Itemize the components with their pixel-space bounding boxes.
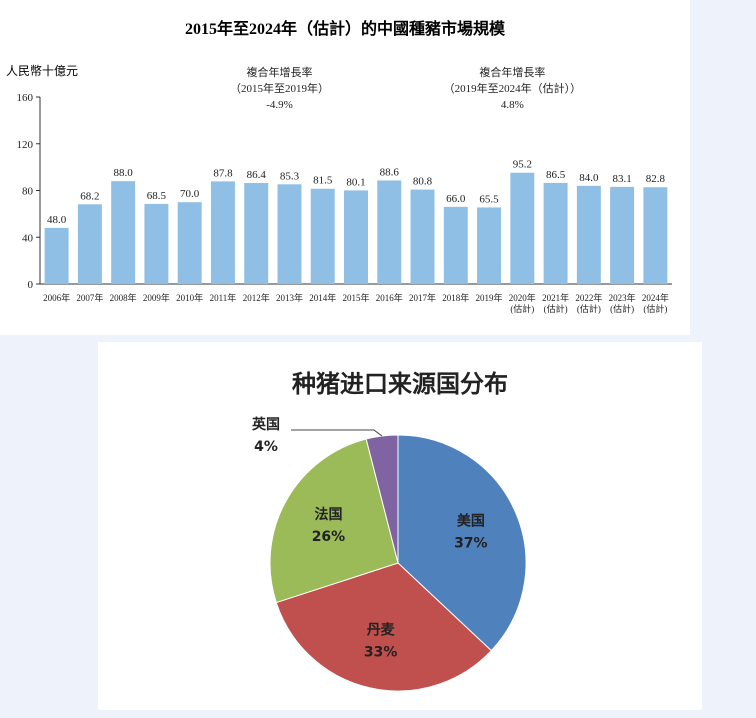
x-tick-label: (估計): [643, 303, 667, 314]
x-tick-label: 2013年: [276, 292, 303, 303]
cagr-annotation-line: 4.8%: [501, 99, 524, 111]
x-tick-label: 2008年: [110, 292, 137, 303]
pie-labels: 美国 37% 丹麦 33% 法国 26% 英国 4%: [251, 416, 488, 660]
bar: [377, 180, 402, 284]
cagr-annotation-line: （2019年至2024年（估計））: [444, 81, 582, 95]
bar: [77, 204, 102, 284]
pie-slice: [269, 438, 399, 604]
x-tick-label: 2006年: [43, 292, 70, 303]
bar-value-label: 66.0: [446, 193, 466, 205]
x-tick-label: 2018年: [442, 292, 469, 303]
y-tick-label: 0: [28, 279, 34, 291]
bar-value-label: 70.0: [180, 188, 200, 200]
bar: [443, 206, 468, 284]
chart-title: 2015年至2024年（估計）的中國種豬市場規模: [185, 19, 506, 38]
bar: [576, 185, 601, 284]
bar: [177, 202, 202, 284]
bar-value-label: 88.0: [114, 167, 134, 179]
y-tick-label: 120: [17, 139, 34, 151]
y-tick-label: 80: [22, 186, 34, 198]
bar-value-label: 83.1: [612, 173, 631, 185]
bar-value-label: 95.2: [513, 159, 532, 171]
pie-slices: [269, 434, 527, 692]
x-tick-label: 2019年: [476, 292, 503, 303]
pie-slice-percent: 26%: [312, 529, 346, 545]
x-tick-label: 2020年: [509, 292, 536, 303]
bar-chart: 2015年至2024年（估計）的中國種豬市場規模 人民幣十億元 複合年增長率 （2…: [6, 19, 672, 314]
bar-value-label: 82.8: [646, 173, 666, 185]
bar-value-label: 84.0: [579, 172, 599, 184]
y-tick-label: 40: [22, 232, 34, 244]
pie-chart-title: 种猪进口来源国分布: [292, 370, 508, 398]
pie-slice: [365, 434, 399, 564]
bar-value-label: 86.5: [546, 169, 566, 181]
bar-chart-panel: 2015年至2024年（估計）的中國種豬市場規模 人民幣十億元 複合年增長率 （2…: [0, 0, 690, 335]
bar: [477, 207, 502, 284]
bar: [543, 182, 568, 284]
cagr-annotation-line: -4.9%: [266, 99, 293, 111]
bar-value-label: 88.6: [380, 166, 400, 178]
cagr-annotations: 複合年增長率 （2015年至2019年） -4.9% 複合年增長率 （2019年至202…: [230, 65, 581, 111]
pie-slice-name: 美国: [457, 512, 485, 529]
pie-slice-percent: 33%: [364, 644, 398, 660]
x-tick-label: (估計): [510, 303, 534, 314]
x-tick-label: 2024年: [642, 292, 669, 303]
pie-slice-name: 丹麦: [367, 621, 396, 638]
bar: [610, 186, 635, 284]
bar-value-label: 65.5: [479, 193, 499, 205]
bar-value-label: 81.5: [313, 175, 333, 187]
x-tick-label: 2015年: [342, 292, 369, 303]
x-tick-label: (估計): [577, 303, 601, 314]
pie-chart-panel: 种猪进口来源国分布 美国 37% 丹麦 33% 法国 26% 英国 4%: [98, 342, 702, 710]
bar: [44, 227, 69, 284]
x-tick-label: 2010年: [176, 292, 203, 303]
x-tick-label: 2014年: [309, 292, 336, 303]
x-tick-label: 2016年: [376, 292, 403, 303]
leader-line: [291, 429, 383, 437]
cagr-annotation-line: 複合年增長率: [479, 65, 545, 79]
bar-value-label: 85.3: [280, 170, 300, 182]
bar-value-label: 86.4: [247, 169, 267, 181]
x-tick-label: 2009年: [143, 292, 170, 303]
pie-slice-percent: 37%: [454, 535, 488, 551]
bar: [510, 172, 535, 284]
bar-value-label: 68.5: [147, 190, 167, 202]
pie-slice-name: 法国: [314, 506, 342, 523]
pie-slice-percent: 4%: [254, 439, 278, 455]
pie-slice: [397, 434, 527, 652]
bar: [210, 181, 235, 284]
cagr-annotation-line: 複合年增長率: [246, 65, 312, 79]
bars: 48.0 2006年 68.2 2007年 88.0 2008年 68.5 2009年 70.0…: [43, 159, 669, 314]
cagr-annotation-line: （2015年至2019年）: [230, 81, 329, 95]
bar-value-label: 48.0: [47, 214, 67, 226]
y-axis-label: 人民幣十億元: [6, 64, 78, 78]
bar: [111, 181, 136, 284]
x-tick-label: 2022年: [575, 292, 602, 303]
x-tick-label: 2007年: [76, 292, 103, 303]
pie-chart: 种猪进口来源国分布 美国 37% 丹麦 33% 法国 26% 英国 4%: [251, 370, 527, 692]
x-tick-label: (估計): [610, 303, 634, 314]
bar-value-label: 68.2: [80, 190, 99, 202]
bar: [344, 190, 368, 284]
x-tick-label: 2023年: [609, 292, 636, 303]
pie-slice: [275, 562, 493, 692]
bar: [643, 187, 668, 284]
bar-value-label: 80.1: [346, 176, 365, 188]
bar: [410, 189, 435, 284]
x-tick-label: 2012年: [243, 292, 270, 303]
bar: [277, 184, 302, 284]
bar: [244, 183, 269, 284]
x-tick-label: 2017年: [409, 292, 436, 303]
pie-slice-name: 英国: [251, 416, 280, 433]
bar-value-label: 80.8: [413, 176, 433, 188]
y-tick-label: 160: [17, 92, 34, 104]
bar: [144, 203, 169, 284]
bar-value-label: 87.8: [213, 167, 233, 179]
x-tick-label: 2021年: [542, 292, 569, 303]
x-tick-label: 2011年: [210, 292, 237, 303]
bar: [310, 188, 335, 284]
x-tick-label: (估計): [544, 303, 568, 314]
